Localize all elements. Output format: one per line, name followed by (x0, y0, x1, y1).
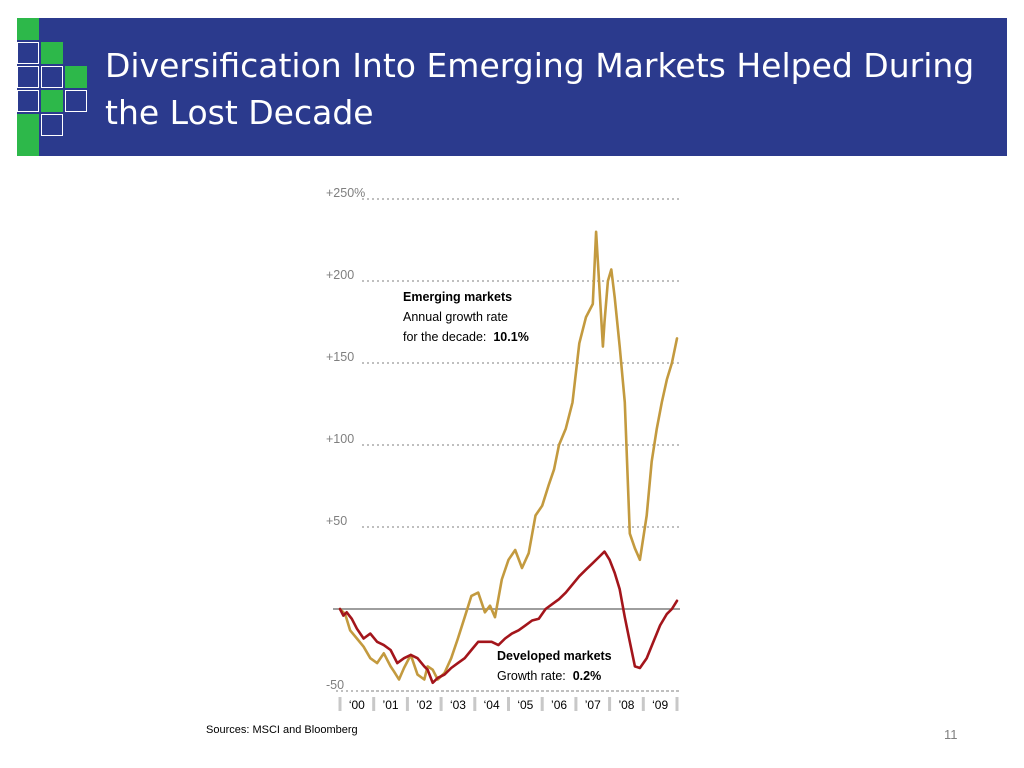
x-tick-label: ‘03 (450, 698, 466, 712)
x-tick-label: ’08 (618, 698, 634, 712)
developed-annotation-title: Developed markets (497, 649, 612, 663)
sources-note: Sources: MSCI and Bloomberg (206, 724, 358, 736)
emerging-annotation-rate: 10.1% (493, 330, 529, 344)
logo-square (65, 66, 87, 88)
x-tick-mark (540, 697, 544, 711)
emerging-annotation-title: Emerging markets (403, 290, 513, 304)
logo-square (65, 90, 87, 112)
emerging-annotation-line2: Annual growth rate (403, 310, 508, 324)
x-tick-mark (641, 697, 645, 711)
title-banner (17, 18, 1007, 156)
x-tick-label: ‘09 (652, 698, 668, 712)
y-tick-label: -50 (326, 678, 344, 692)
y-tick-label: +200 (326, 268, 354, 282)
x-tick-label: ‘00 (349, 698, 365, 712)
logo-square (17, 18, 39, 40)
series-line-emerging-markets (338, 230, 679, 681)
x-tick-label: ’02 (416, 698, 432, 712)
logo-square (17, 66, 39, 88)
developed-annotation-line2: Growth rate: (497, 669, 566, 683)
x-tick-mark (473, 697, 477, 711)
y-tick-label: +250% (326, 186, 365, 200)
x-tick-label: ‘05 (517, 698, 533, 712)
x-tick-mark (574, 697, 578, 711)
series-line-developed-markets (338, 550, 679, 685)
logo-square (41, 66, 63, 88)
x-tick-mark (338, 697, 342, 711)
logo-square (17, 134, 39, 156)
slide-title: Diversification Into Emerging Markets He… (105, 46, 975, 132)
x-tick-mark (507, 697, 510, 711)
x-tick-mark (608, 697, 612, 711)
emerging-annotation-line3: for the decade: (403, 330, 487, 344)
logo-square (17, 90, 39, 112)
logo-square (17, 114, 39, 136)
logo-grid (17, 18, 99, 156)
x-tick-mark (372, 697, 376, 711)
logo-square (17, 42, 39, 64)
x-tick-label: ’07 (585, 698, 601, 712)
x-tick-mark (405, 697, 409, 711)
developed-markets-annotation: Developed markets Growth rate: 0.2% (497, 646, 612, 686)
emerging-markets-annotation: Emerging markets Annual growth rate for … (403, 287, 529, 347)
logo-square (41, 42, 63, 64)
page-number: 11 (944, 727, 958, 742)
logo-square (41, 90, 63, 112)
x-tick-label: ’06 (551, 698, 567, 712)
x-tick-mark (439, 697, 443, 711)
x-tick-label: ‘04 (484, 698, 500, 712)
x-tick-label: ’01 (383, 698, 399, 712)
developed-annotation-rate: 0.2% (572, 669, 602, 683)
y-tick-label: +150 (326, 350, 354, 364)
logo-square (41, 114, 63, 136)
x-tick-mark (675, 697, 679, 711)
y-tick-label: +50 (326, 514, 347, 528)
y-tick-label: +100 (326, 432, 354, 446)
